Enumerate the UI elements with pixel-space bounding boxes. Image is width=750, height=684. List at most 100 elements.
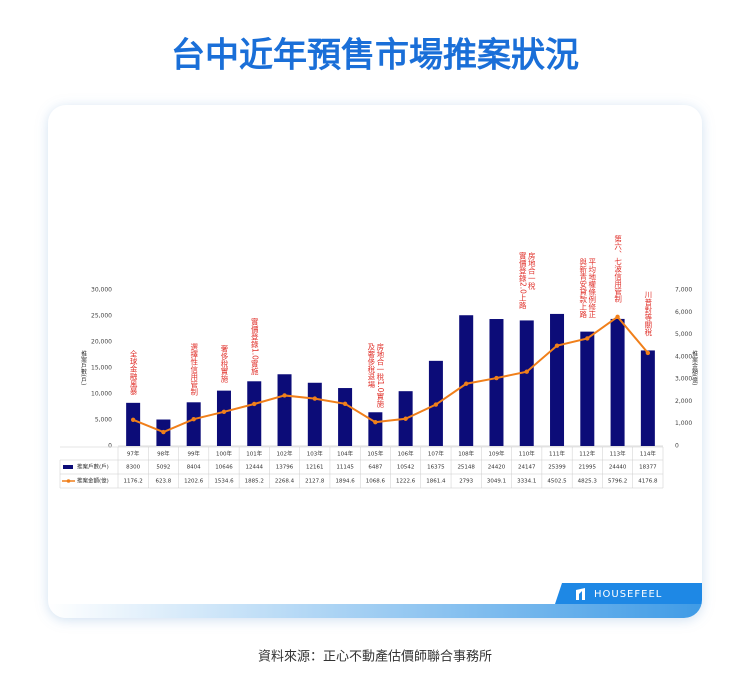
annotation: 實價登錄1.0實施 — [250, 317, 259, 376]
table-value: 1068.6 — [366, 479, 386, 485]
bar — [247, 381, 262, 446]
table-value: 623.8 — [156, 479, 172, 485]
x-tick-label: 114年 — [640, 450, 656, 458]
bar — [126, 402, 141, 446]
y-tick-label: 25,000 — [91, 313, 112, 320]
bar — [640, 350, 655, 446]
y2-tick-label: 0 — [675, 443, 679, 450]
line-marker — [463, 381, 469, 386]
table-value: 1202.6 — [184, 479, 204, 485]
table-value: 2127.8 — [305, 479, 325, 485]
table-value: 1894.6 — [335, 479, 355, 485]
x-tick-label: 104年 — [337, 450, 353, 458]
table-value: 2268.4 — [275, 479, 295, 485]
line-marker — [282, 393, 287, 398]
y2-tick-label: 3,000 — [675, 376, 692, 383]
line-marker — [524, 369, 529, 374]
table-value: 2793 — [459, 479, 473, 485]
line-marker — [494, 375, 499, 381]
x-tick-label: 98年 — [157, 450, 170, 458]
table-value: 1861.4 — [426, 479, 446, 485]
x-tick-label: 99年 — [187, 450, 200, 458]
table-value: 4176.8 — [638, 479, 658, 485]
table-value: 8404 — [187, 465, 201, 471]
table-value: 12161 — [306, 465, 324, 471]
y-tick-label: 30,000 — [91, 287, 112, 294]
table-value: 24147 — [518, 465, 536, 471]
line-marker — [615, 314, 620, 320]
x-tick-label: 103年 — [307, 450, 323, 458]
y-tick-label: 0 — [108, 443, 112, 450]
line-marker — [554, 343, 560, 348]
annotation: 及奢侈稅退場 — [367, 343, 376, 390]
annotation: 選擇性信用管制 — [189, 342, 198, 397]
table-value: 1534.6 — [214, 479, 234, 485]
annotation: 房地合一稅 — [527, 251, 536, 291]
line-marker — [373, 419, 378, 425]
y-tick-label: 5,000 — [95, 417, 112, 424]
x-tick-label: 107年 — [428, 450, 444, 458]
table-value: 3334.1 — [517, 479, 536, 485]
legend-swatch — [66, 479, 71, 483]
table-value: 24420 — [488, 465, 506, 471]
table-value: 1176.2 — [124, 479, 143, 485]
line-marker — [403, 416, 408, 421]
x-tick-label: 112年 — [579, 450, 595, 458]
table-value: 5796.2 — [608, 479, 627, 485]
annotation: 實價登錄2.0上路 — [518, 251, 527, 309]
line-marker — [312, 396, 318, 401]
table-value: 24440 — [609, 465, 627, 471]
y2-tick-label: 6,000 — [675, 309, 692, 316]
annotation: 與新青安貸款上路 — [579, 257, 588, 319]
table-value: 18377 — [639, 465, 657, 471]
line-marker — [433, 402, 439, 407]
bar — [277, 374, 292, 446]
annotation: 房地合一稅1.0實施 — [376, 342, 385, 409]
bar — [519, 320, 534, 446]
x-tick-label: 109年 — [488, 450, 504, 458]
bar — [186, 402, 201, 446]
table-value: 12444 — [246, 465, 264, 471]
bar — [368, 412, 383, 446]
bar — [307, 382, 322, 446]
page-title: 台中近年預售市場推案狀況 — [171, 36, 579, 76]
y-tick-label: 15,000 — [91, 365, 112, 372]
x-tick-label: 100年 — [216, 450, 232, 458]
table-value: 11145 — [336, 465, 354, 471]
table-value: 4825.3 — [578, 479, 598, 485]
table-value: 1222.6 — [396, 479, 416, 485]
x-tick-label: 97年 — [127, 450, 140, 458]
table-value: 13796 — [276, 465, 294, 471]
line-marker — [342, 401, 348, 406]
bar — [459, 315, 474, 446]
bar — [216, 390, 231, 446]
annotation: 全球金融風暴 — [129, 349, 138, 396]
table-value: 25399 — [548, 465, 566, 471]
bar — [489, 319, 504, 446]
table-value: 10646 — [215, 465, 233, 471]
line-marker — [161, 429, 166, 435]
y2-tick-label: 4,000 — [675, 353, 692, 360]
table-value: 10542 — [397, 465, 415, 471]
table-value: 6487 — [368, 465, 382, 471]
line-marker — [252, 401, 257, 407]
x-tick-label: 105年 — [367, 450, 383, 458]
table-value: 5092 — [156, 465, 170, 471]
y2-tick-label: 2,000 — [675, 398, 692, 405]
x-tick-label: 101年 — [246, 450, 262, 458]
line — [132, 315, 649, 434]
table-value: 21995 — [579, 465, 597, 471]
brand-name: HOUSEFEEL — [594, 589, 662, 600]
line-marker — [130, 417, 136, 422]
x-tick-label: 102年 — [277, 450, 293, 458]
x-tick-label: 108年 — [458, 450, 474, 458]
table-value: 4502.5 — [547, 479, 567, 485]
y2-tick-label: 5,000 — [675, 331, 692, 338]
table-value: 1885.2 — [245, 479, 264, 485]
card-footer — [48, 583, 702, 618]
y-tick-label: 20,000 — [91, 339, 112, 346]
card — [48, 105, 702, 618]
x-tick-label: 110年 — [519, 450, 535, 458]
